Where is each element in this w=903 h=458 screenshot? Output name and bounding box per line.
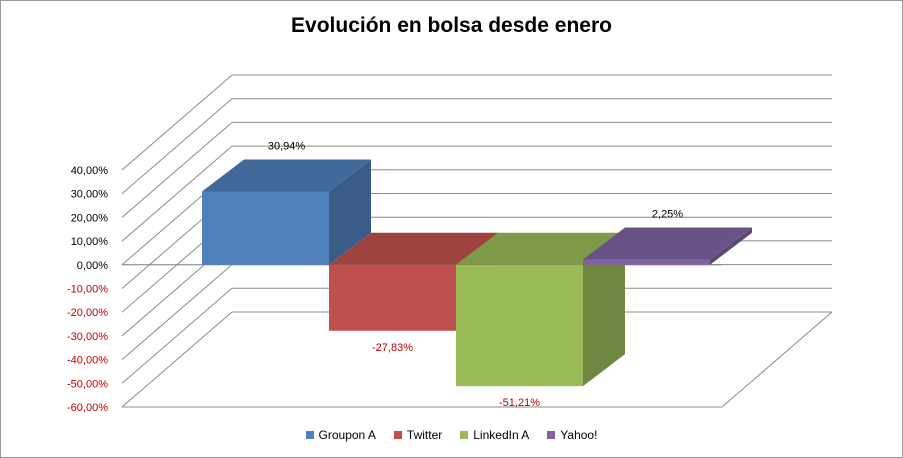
data-label: 2,25% bbox=[652, 208, 683, 220]
legend-label: Groupon A bbox=[318, 428, 376, 442]
y-tick-label: 10,00% bbox=[71, 236, 109, 248]
bar-top bbox=[329, 232, 498, 265]
legend-label: LinkedIn A bbox=[473, 428, 530, 442]
wall-gridline bbox=[121, 145, 233, 242]
legend-item: Twitter bbox=[393, 428, 443, 442]
y-tick-label: -30,00% bbox=[67, 331, 108, 343]
bar-side bbox=[710, 227, 752, 265]
y-tick-label: 0,00% bbox=[77, 260, 108, 272]
wall-gridline bbox=[121, 122, 233, 218]
bar-side bbox=[329, 159, 371, 265]
floor-right-edge bbox=[721, 311, 833, 408]
legend-label: Twitter bbox=[406, 428, 443, 442]
y-tick-label: -10,00% bbox=[67, 284, 108, 296]
legend: Groupon A Twitter LinkedIn A Yahoo! bbox=[0, 428, 903, 442]
legend-swatch bbox=[460, 431, 469, 439]
bar-groupon-a-front bbox=[202, 191, 329, 265]
y-tick-label: -50,00% bbox=[67, 378, 108, 390]
data-label: -51,21% bbox=[499, 397, 540, 409]
bar-top bbox=[583, 227, 752, 260]
wall-gridline bbox=[121, 74, 233, 171]
wall-gridline bbox=[121, 311, 233, 408]
y-tick-label: 30,00% bbox=[71, 189, 109, 201]
legend-swatch bbox=[393, 431, 402, 439]
legend-item: LinkedIn A bbox=[460, 428, 529, 442]
legend-item: Yahoo! bbox=[547, 428, 597, 442]
bar-yahoo--front bbox=[583, 259, 710, 265]
wall-gridline bbox=[121, 264, 233, 360]
wall-gridline bbox=[121, 287, 233, 384]
wall-gridline bbox=[121, 98, 233, 195]
legend-swatch bbox=[547, 431, 556, 439]
y-tick-label: -60,00% bbox=[67, 402, 108, 414]
y-tick-label: -20,00% bbox=[67, 307, 108, 319]
bar-top bbox=[456, 232, 625, 265]
legend-label: Yahoo! bbox=[560, 428, 598, 442]
bar-linkedin-a-front bbox=[456, 264, 583, 387]
legend-swatch bbox=[305, 431, 314, 439]
y-tick-label: 40,00% bbox=[71, 165, 109, 177]
data-label: 30,94% bbox=[268, 140, 306, 152]
chart-title: Evolución en bolsa desde enero bbox=[291, 14, 612, 37]
data-label: -27,83% bbox=[372, 342, 413, 354]
y-tick-label: 20,00% bbox=[71, 212, 109, 224]
legend-item: Groupon A bbox=[305, 428, 376, 442]
bar-top bbox=[202, 159, 371, 192]
bar-twitter-front bbox=[329, 264, 456, 331]
y-tick-label: -40,00% bbox=[67, 355, 108, 367]
bar-side bbox=[583, 232, 625, 387]
